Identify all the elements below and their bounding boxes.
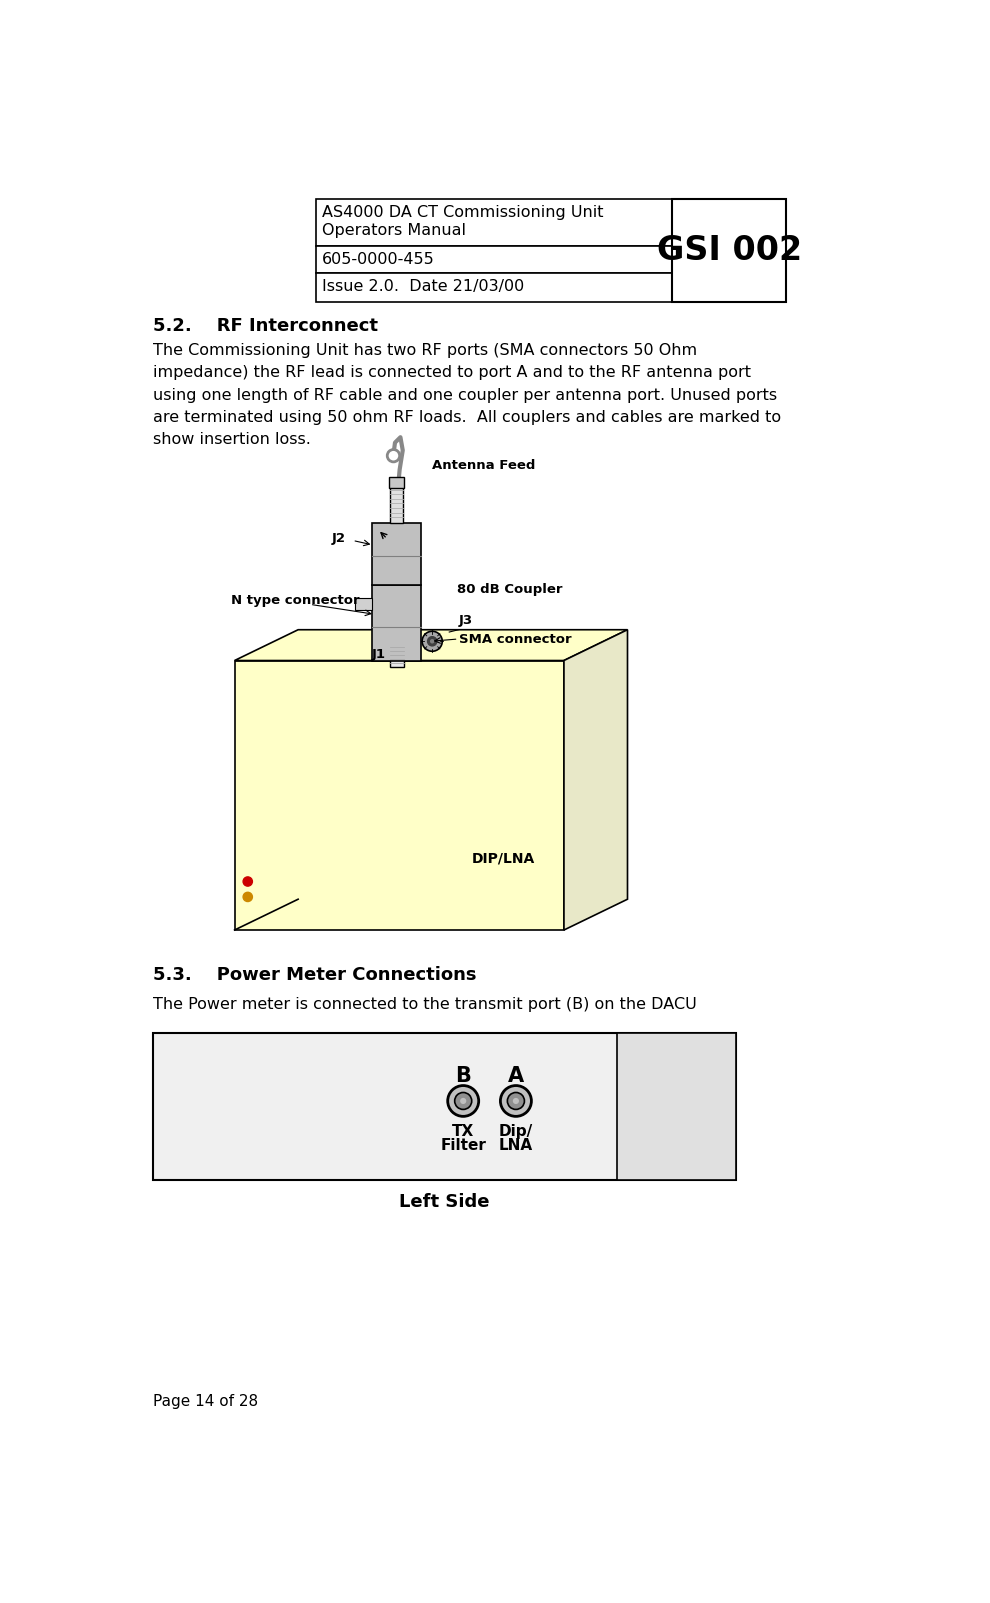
Circle shape [244, 893, 252, 901]
Bar [390, 486, 403, 524]
Text: J1: J1 [372, 648, 386, 660]
Text: AS4000 DA CT Commissioning Unit: AS4000 DA CT Commissioning Unit [322, 205, 604, 220]
Circle shape [428, 636, 437, 646]
Circle shape [431, 640, 434, 643]
Text: Operators Manual: Operators Manual [322, 223, 466, 239]
Text: N type connector: N type connector [231, 595, 359, 608]
Bar [316, 199, 672, 247]
Circle shape [508, 1093, 525, 1109]
Text: Filter: Filter [441, 1138, 486, 1153]
Text: B: B [455, 1066, 471, 1085]
Bar [390, 644, 404, 667]
Polygon shape [235, 660, 564, 930]
Bar [316, 273, 672, 303]
Text: Antenna Feed: Antenna Feed [433, 458, 536, 473]
Text: J2: J2 [332, 532, 346, 545]
Text: 5.3.    Power Meter Connections: 5.3. Power Meter Connections [153, 967, 477, 984]
Circle shape [447, 1085, 479, 1116]
Bar [389, 478, 404, 487]
Bar [354, 598, 372, 611]
Bar [372, 585, 422, 660]
Circle shape [500, 1085, 532, 1116]
Text: The Power meter is connected to the transmit port (B) on the DACU: The Power meter is connected to the tran… [153, 997, 697, 1011]
Circle shape [460, 1098, 466, 1104]
Polygon shape [564, 630, 628, 930]
Bar [672, 199, 786, 303]
Circle shape [387, 449, 400, 462]
Bar [316, 247, 672, 273]
Text: TX: TX [452, 1124, 474, 1140]
Text: SMA connector: SMA connector [458, 633, 571, 646]
Bar [372, 524, 422, 585]
Text: LNA: LNA [499, 1138, 533, 1153]
Bar [153, 1034, 736, 1180]
Polygon shape [235, 630, 628, 660]
Text: Page 14 of 28: Page 14 of 28 [153, 1393, 258, 1409]
Text: The Commissioning Unit has two RF ports (SMA connectors 50 Ohm
impedance) the RF: The Commissioning Unit has two RF ports … [153, 343, 781, 447]
Text: 605-0000-455: 605-0000-455 [322, 252, 435, 268]
Circle shape [422, 632, 443, 651]
Text: DIP/LNA: DIP/LNA [472, 851, 536, 866]
Text: GSI 002: GSI 002 [656, 234, 802, 268]
Bar [617, 1034, 736, 1180]
Text: 80 dB Coupler: 80 dB Coupler [457, 583, 562, 596]
Text: Issue 2.0.  Date 21/03/00: Issue 2.0. Date 21/03/00 [322, 279, 525, 293]
Circle shape [454, 1093, 471, 1109]
Circle shape [244, 877, 252, 886]
Circle shape [513, 1098, 519, 1104]
Text: A: A [508, 1066, 524, 1085]
Text: J3: J3 [458, 614, 472, 627]
Text: Left Side: Left Side [399, 1193, 490, 1212]
Text: 5.2.    RF Interconnect: 5.2. RF Interconnect [153, 317, 378, 335]
Text: Dip/: Dip/ [499, 1124, 533, 1140]
